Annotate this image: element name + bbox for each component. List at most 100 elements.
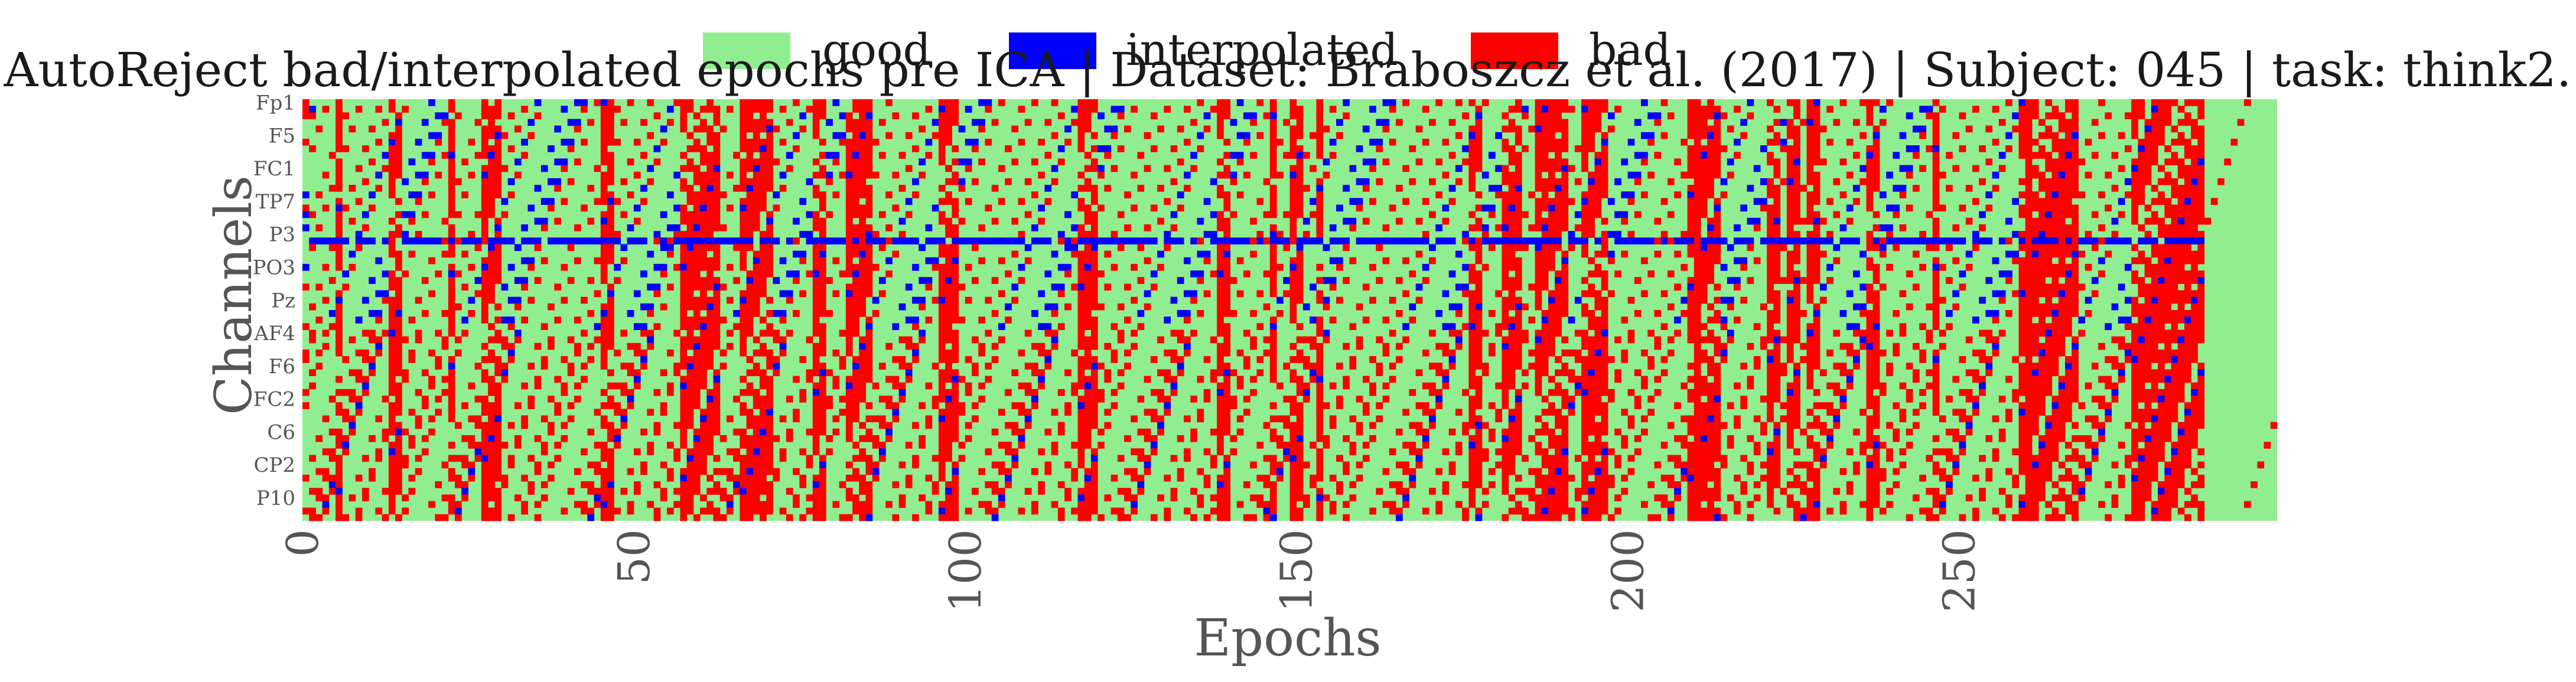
heatmap-cell-bad <box>1548 224 1555 231</box>
heatmap-cell-bad <box>362 488 369 495</box>
heatmap-cell-interpolated <box>1177 191 1184 198</box>
heatmap-cell-bad <box>1144 224 1151 231</box>
heatmap-cell-bad <box>1131 468 1138 475</box>
heatmap-cell-bad <box>793 277 800 284</box>
heatmap-cell-bad <box>819 191 826 198</box>
heatmap-cell-bad <box>1535 106 1542 113</box>
heatmap-cell-bad <box>859 211 867 218</box>
heatmap-cell-bad <box>1594 376 1602 383</box>
heatmap-cell-bad <box>1090 342 1098 350</box>
heatmap-cell-bad <box>1535 178 1542 185</box>
heatmap-cell-bad <box>938 356 946 363</box>
heatmap-cell-bad <box>845 211 853 218</box>
heatmap-cell-bad <box>1601 178 1608 185</box>
heatmap-cell-bad <box>1601 488 1608 495</box>
heatmap-cell-bad <box>766 263 773 271</box>
heatmap-cell-bad <box>673 488 680 495</box>
heatmap-cell-bad <box>1217 250 1224 258</box>
heatmap-cell-bad <box>719 363 727 370</box>
heatmap-cell-bad <box>1502 165 1509 172</box>
heatmap-cell-interpolated <box>667 106 674 113</box>
heatmap-cell-bad <box>1508 119 1516 126</box>
heatmap-cell-interpolated <box>826 237 833 244</box>
heatmap-cell-bad <box>812 349 820 357</box>
heatmap-cell-bad <box>382 435 389 442</box>
heatmap-cell-bad <box>700 119 707 126</box>
heatmap-cell-bad <box>1681 382 1688 390</box>
heatmap-cell-bad <box>865 277 873 284</box>
heatmap-cell-bad <box>441 237 449 244</box>
heatmap-cell-bad <box>1627 422 1635 429</box>
heatmap-cell-bad <box>912 356 919 363</box>
heatmap-cell-bad <box>1541 257 1549 265</box>
heatmap-cell-bad <box>620 488 628 495</box>
heatmap-cell-bad <box>1555 158 1562 166</box>
heatmap-cell-bad <box>1217 106 1224 113</box>
heatmap-cell-interpolated <box>1230 237 1237 244</box>
heatmap-cell-bad <box>826 277 833 284</box>
heatmap-cell-interpolated <box>905 283 913 291</box>
heatmap-cell-interpolated <box>1044 323 1052 330</box>
heatmap-cell-bad <box>740 178 747 185</box>
heatmap-cell-bad <box>395 283 402 291</box>
heatmap-cell-bad <box>1555 231 1562 238</box>
heatmap-cell-bad <box>1203 257 1211 265</box>
heatmap-cell-bad <box>1568 106 1575 113</box>
heatmap-cell-bad <box>474 119 482 126</box>
heatmap-cell-bad <box>581 481 588 488</box>
heatmap-cell-bad <box>1548 138 1555 146</box>
heatmap-cell-bad <box>1681 310 1688 317</box>
heatmap-cell-bad <box>1515 488 1522 495</box>
heatmap-cell-bad <box>1084 422 1092 429</box>
heatmap-cell-bad <box>706 329 714 337</box>
heatmap-cell-bad <box>448 125 455 133</box>
heatmap-cell-bad <box>1660 290 1668 298</box>
heatmap-cell-bad <box>1594 363 1602 370</box>
heatmap-cell-bad <box>1594 382 1602 390</box>
heatmap-cell-bad <box>1289 435 1297 442</box>
heatmap-cell-bad <box>952 356 959 363</box>
heatmap-cell-bad <box>507 342 515 350</box>
heatmap-cell-bad <box>740 494 747 502</box>
heatmap-cell-bad <box>488 165 495 172</box>
heatmap-cell-bad <box>660 488 667 495</box>
heatmap-cell-bad <box>494 369 502 377</box>
heatmap-cell-bad <box>1528 224 1536 231</box>
heatmap-cell-bad <box>1090 277 1098 284</box>
heatmap-cell-bad <box>1548 376 1555 383</box>
heatmap-cell-bad <box>680 316 688 324</box>
heatmap-cell-interpolated <box>302 263 310 271</box>
heatmap-cell-bad <box>494 178 502 185</box>
heatmap-cell-bad <box>1541 488 1549 495</box>
heatmap-cell-interpolated <box>415 138 422 146</box>
heatmap-cell-bad <box>686 106 694 113</box>
heatmap-cell-bad <box>1687 303 1695 311</box>
heatmap-cell-bad <box>1289 138 1297 146</box>
heatmap-cell-bad <box>349 415 356 423</box>
heatmap-cell-bad <box>1415 250 1423 258</box>
heatmap-cell-bad <box>322 204 330 212</box>
heatmap-cell-bad <box>1601 106 1608 113</box>
heatmap-cell-bad <box>859 303 867 311</box>
heatmap-cell-bad <box>773 204 780 212</box>
heatmap-cell-bad <box>740 224 747 231</box>
heatmap-cell-bad <box>1157 494 1164 502</box>
heatmap-cell-bad <box>1535 257 1542 265</box>
heatmap-cell-bad <box>978 468 985 475</box>
heatmap-cell-interpolated <box>474 448 482 455</box>
heatmap-cell-bad <box>1660 369 1668 377</box>
heatmap-cell-bad <box>746 435 754 442</box>
heatmap-cell-bad <box>1508 125 1516 133</box>
heatmap-cell-bad <box>1177 204 1184 212</box>
heatmap-cell-interpolated <box>786 270 793 278</box>
heatmap-cell-bad <box>905 363 913 370</box>
heatmap-cell-bad <box>1110 263 1118 271</box>
heatmap-cell-bad <box>1601 316 1608 324</box>
heatmap-cell-bad <box>382 165 389 172</box>
heatmap-cell-bad <box>494 448 502 455</box>
heatmap-cell-interpolated <box>1157 250 1164 258</box>
heatmap-cell-interpolated <box>845 171 853 179</box>
heatmap-cell-bad <box>1289 270 1297 278</box>
heatmap-cell-bad <box>760 112 767 119</box>
heatmap-cell-bad <box>1561 474 1569 482</box>
